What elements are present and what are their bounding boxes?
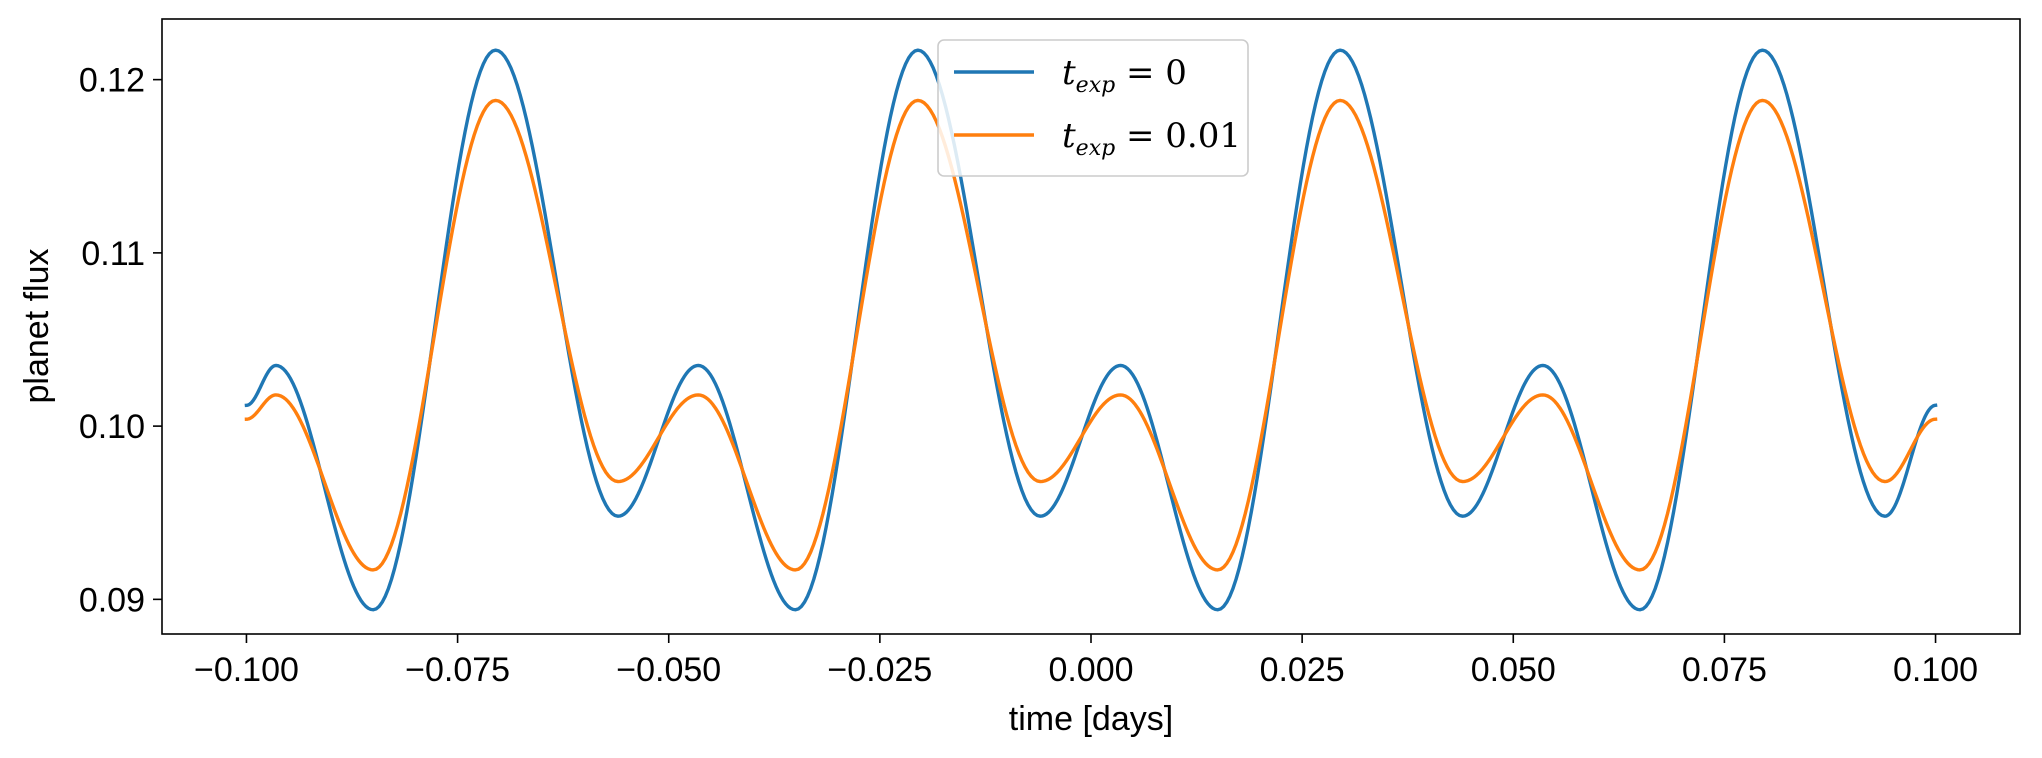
y-tick-label: 0.10 [79,408,145,446]
legend-label-2: texp = 0.01 [1062,116,1241,161]
y-axis: 0.09 0.10 0.11 0.12 [79,62,162,619]
x-tick-label: 0.075 [1682,651,1767,689]
legend-label-main: t [1062,116,1076,156]
legend-label-sub: exp [1076,73,1116,98]
series-line-2 [244,98,1938,572]
x-tick-label: 0.000 [1048,651,1133,689]
x-tick-label: −0.100 [194,651,299,689]
legend-box [937,39,1249,177]
y-tick-label: 0.11 [81,235,145,273]
series-layer [244,48,1938,612]
x-tick-label: −0.050 [616,651,721,689]
legend-label-1: texp = 0 [1062,53,1187,98]
y-tick-label: 0.09 [79,581,145,619]
x-tick-label: −0.025 [827,651,932,689]
x-tick-label: 0.025 [1260,651,1345,689]
legend-label-main: t [1062,53,1076,93]
x-axis-label: time [days] [1009,700,1173,738]
legend-label-sub: exp [1076,136,1116,161]
y-tick-label: 0.12 [79,62,145,100]
legend-label-rest: = 0.01 [1115,116,1241,156]
x-tick-label: −0.075 [405,651,510,689]
x-tick-label: 0.100 [1893,651,1978,689]
x-axis: −0.100 −0.075 −0.050 −0.025 0.000 0.025 0.050 0… [194,634,1978,689]
legend-label-rest: = 0 [1115,53,1187,93]
x-tick-label: 0.050 [1471,651,1556,689]
y-axis-label: planet flux [18,249,56,404]
